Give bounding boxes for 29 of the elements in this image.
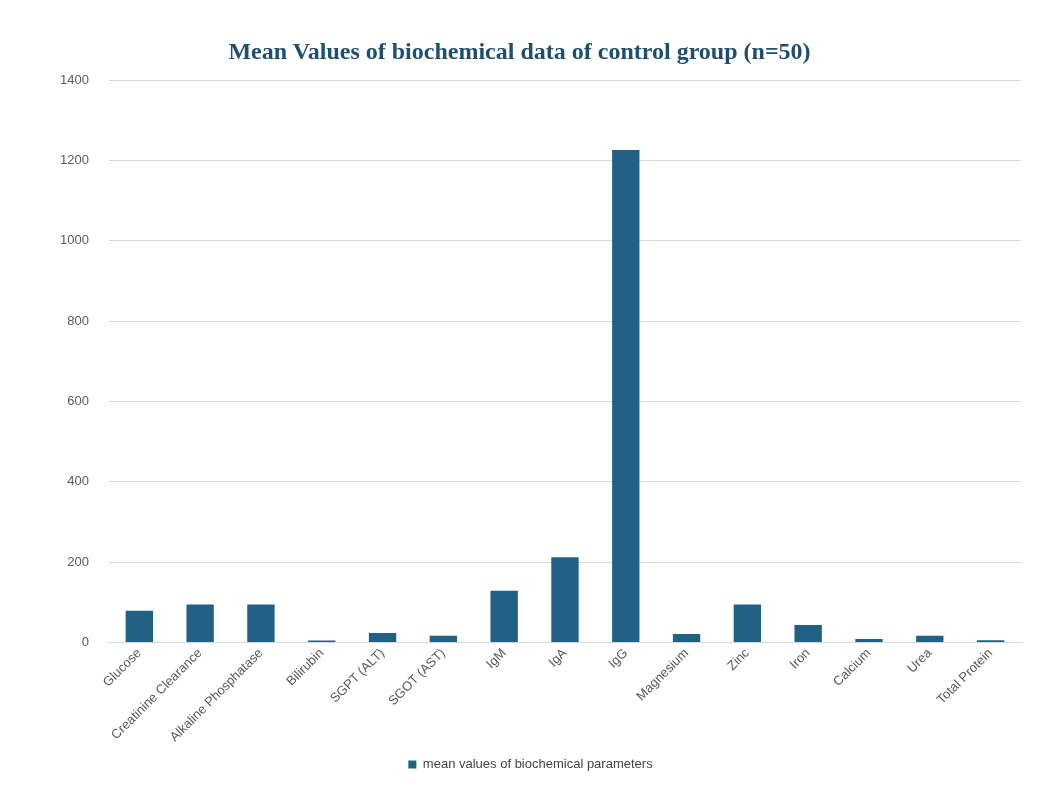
bar — [186, 604, 214, 643]
y-tick-label: 800 — [67, 312, 89, 328]
y-tick-label: 600 — [67, 393, 89, 409]
bar — [855, 638, 883, 643]
x-tick-label: IgA — [545, 644, 570, 670]
y-tick-label: 400 — [67, 473, 89, 489]
y-tick-label: 200 — [67, 553, 89, 569]
x-tick-label: Zinc — [724, 644, 753, 674]
x-tick-label: Urea — [903, 644, 935, 676]
bar — [125, 610, 153, 643]
x-tick-label: Iron — [786, 645, 813, 672]
bar — [612, 149, 640, 643]
bar — [551, 557, 579, 643]
bar — [916, 635, 944, 643]
bar — [368, 632, 397, 643]
bar — [490, 590, 518, 643]
bar — [429, 635, 458, 643]
bar — [672, 634, 701, 643]
x-tick-label: IgG — [604, 645, 631, 671]
legend-label: mean values of biochemical parameters — [422, 756, 654, 772]
x-tick-label: IgM — [482, 645, 509, 672]
bar — [733, 604, 762, 643]
chart-title: Mean Values of biochemical data of control group (n=50) — [227, 38, 812, 65]
y-tick-label: 1200 — [60, 151, 89, 167]
bar — [247, 604, 275, 643]
bar — [794, 624, 822, 643]
y-tick-label: 1000 — [60, 232, 89, 248]
y-tick-label: 1400 — [60, 71, 89, 87]
y-tick-label: 0 — [81, 634, 89, 650]
